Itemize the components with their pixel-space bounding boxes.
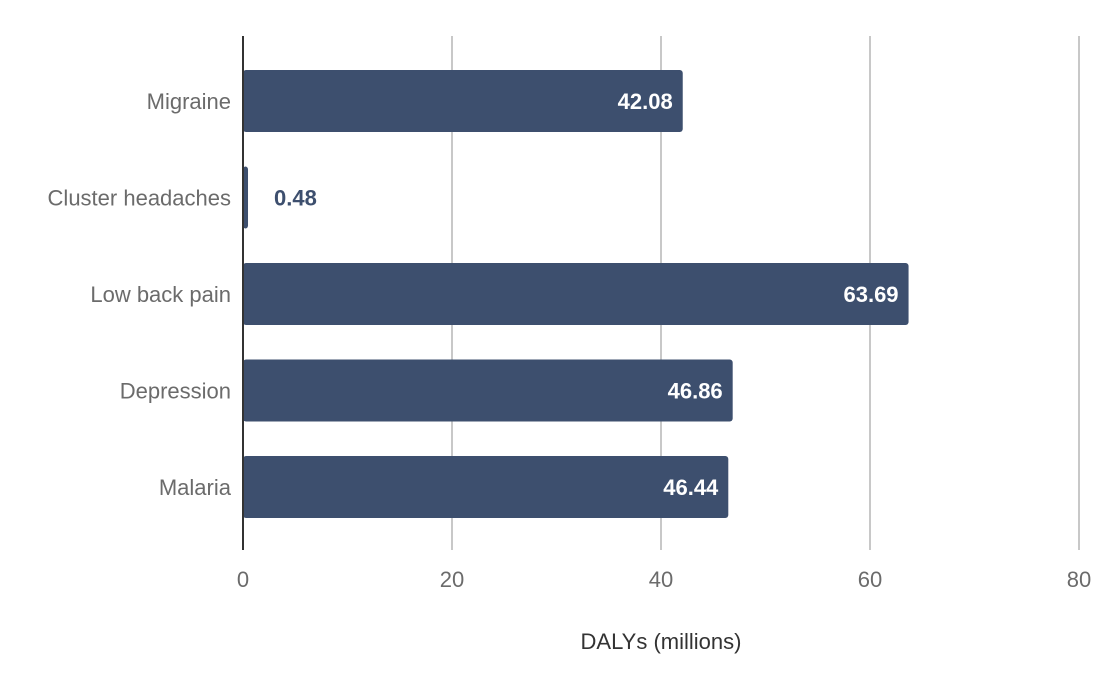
category-labels: Migraine Cluster headaches Low back pain De… — [48, 89, 232, 500]
value-label: 0.48 — [274, 186, 317, 211]
x-tick-label: 60 — [858, 567, 882, 592]
value-label: 63.69 — [843, 282, 898, 307]
value-label: 46.44 — [663, 475, 719, 500]
x-axis-title: DALYs (millions) — [581, 629, 742, 654]
x-tick-labels: 0 20 40 60 80 — [237, 567, 1091, 592]
value-label: 42.08 — [618, 89, 673, 114]
bar — [243, 70, 683, 132]
bar — [243, 456, 729, 518]
category-label: Malaria — [159, 475, 232, 500]
x-tick-label: 80 — [1067, 567, 1091, 592]
bar — [243, 359, 733, 422]
category-label: Depression — [120, 379, 231, 404]
bar — [243, 166, 249, 229]
category-label: Low back pain — [90, 282, 231, 307]
category-label: Cluster headaches — [48, 186, 231, 211]
bar — [243, 263, 909, 325]
x-tick-label: 40 — [649, 567, 673, 592]
bars: 42.08 0.48 63.69 46.86 46.44 — [243, 70, 909, 518]
category-label: Migraine — [147, 89, 231, 114]
value-label: 46.86 — [668, 379, 723, 404]
x-tick-label: 20 — [440, 567, 464, 592]
x-tick-label: 0 — [237, 567, 249, 592]
